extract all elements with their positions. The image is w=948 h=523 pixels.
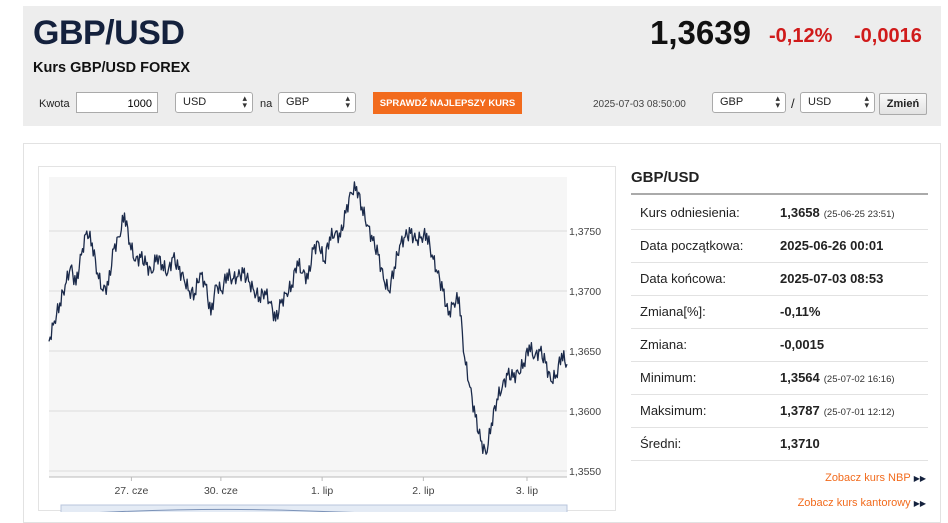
y-tick-label: 1,3750 xyxy=(569,226,601,238)
stats-row: Średni: 1,3710 xyxy=(631,427,928,461)
amount-label: Kwota xyxy=(39,98,70,110)
stats-value: -0,0015 xyxy=(780,337,825,352)
chart-panel: 1,3750 1,3700 1,3650 1,3600 1,3550 27. cze 30.… xyxy=(23,143,941,523)
exchange-rate-link[interactable]: Zobacz kurs kantorowy ▶▶ xyxy=(798,497,926,509)
x-tick-label: 2. lip xyxy=(412,485,434,497)
stats-key: Data końcowa: xyxy=(631,262,780,296)
stats-value-cell: 1,3658 (25-06-25 23:51) xyxy=(780,196,928,230)
best-rate-button[interactable]: SPRAWDŹ NAJLEPSZY KURS xyxy=(373,92,522,114)
nbp-rate-link[interactable]: Zobacz kurs NBP ▶▶ xyxy=(825,472,926,484)
exchange-rate-link-label: Zobacz kurs kantorowy xyxy=(797,497,911,509)
stats-value-cell: -0,11% xyxy=(780,295,928,329)
stats-value: 2025-07-03 08:53 xyxy=(780,271,884,286)
stats-row: Maksimum: 1,3787 (25-07-01 12:12) xyxy=(631,394,928,428)
converter-row: Kwota USD ▴▾ na GBP ▴▾ SPRAWDŹ NAJLEPSZY… xyxy=(23,92,941,116)
pair-title: GBP/USD xyxy=(33,14,185,52)
price-chart[interactable]: 1,3750 1,3700 1,3650 1,3600 1,3550 27. cze 30.… xyxy=(38,166,616,512)
stats-value: 1,3658 xyxy=(780,204,820,220)
pair-base-value: GBP xyxy=(720,96,744,108)
double-arrow-right-icon: ▶▶ xyxy=(913,499,926,508)
pair-subtitle: Kurs GBP/USD FOREX xyxy=(33,60,191,76)
stats-table: Kurs odniesienia: 1,3658 (25-06-25 23:51) D… xyxy=(631,196,928,461)
stats-row: Zmiana[%]: -0,11% xyxy=(631,295,928,329)
to-label: na xyxy=(260,98,273,110)
range-navigator xyxy=(60,504,568,512)
stats-row: Data końcowa: 2025-07-03 08:53 xyxy=(631,262,928,296)
stats-value: 2025-06-26 00:01 xyxy=(780,238,884,253)
stats-key: Kurs odniesienia: xyxy=(631,196,780,230)
from-currency-value: USD xyxy=(183,96,207,108)
x-tick-label: 3. lip xyxy=(516,485,538,497)
y-tick-label: 1,3550 xyxy=(569,466,601,478)
quote-timestamp: 2025-07-03 08:50:00 xyxy=(593,99,686,110)
stats-value-cell: 2025-07-03 08:53 xyxy=(780,262,928,296)
stats-key: Minimum: xyxy=(631,361,780,395)
nbp-rate-link-label: Zobacz kurs NBP xyxy=(825,472,911,484)
pair-base-select[interactable]: GBP ▴ ▾ xyxy=(712,92,786,113)
stats-row: Minimum: 1,3564 (25-07-02 16:16) xyxy=(631,361,928,395)
current-price: 1,3639 xyxy=(650,14,751,51)
stats-value-cell: -0,0015 xyxy=(780,328,928,362)
stats-value-cell: 1,3710 xyxy=(780,427,928,461)
stats-value: 1,3564 xyxy=(780,370,820,385)
stats-value: 1,3710 xyxy=(780,436,820,451)
stats-key: Zmiana: xyxy=(631,328,780,362)
change-percent: -0,12% xyxy=(769,25,833,47)
stats-key: Data początkowa: xyxy=(631,229,780,263)
updown-arrows-icon: ▴ ▾ xyxy=(775,93,780,110)
stats-note: (25-07-01 12:12) xyxy=(823,407,895,418)
x-tick-label: 27. cze xyxy=(114,485,148,497)
change-absolute: -0,0016 xyxy=(854,25,922,47)
stats-note: (25-07-02 16:16) xyxy=(823,374,895,385)
double-arrow-right-icon: ▶▶ xyxy=(913,474,926,483)
to-currency-select[interactable]: GBP ▴ ▾ xyxy=(278,92,356,113)
updown-arrows-icon: ▴ ▾ xyxy=(864,93,869,110)
x-tick-label: 30. cze xyxy=(204,485,238,497)
stats-value: -0,11% xyxy=(780,304,821,319)
stats-divider xyxy=(631,193,928,195)
updown-arrows-icon: ▴ ▾ xyxy=(345,93,350,110)
change-pair-button[interactable]: Zmień xyxy=(879,93,927,115)
price-line xyxy=(48,181,568,455)
stats-key: Zmiana[%]: xyxy=(631,295,780,329)
stats-title: GBP/USD xyxy=(631,169,700,186)
stats-value-cell: 1,3787 (25-07-01 12:12) xyxy=(780,394,928,428)
price-chart-svg: 1,3750 1,3700 1,3650 1,3600 1,3550 27. cze 30.… xyxy=(48,177,601,512)
stats-row: Zmiana: -0,0015 xyxy=(631,328,928,362)
x-tick-label: 1. lip xyxy=(311,485,333,497)
stats-row: Data początkowa: 2025-06-26 00:01 xyxy=(631,229,928,263)
y-tick-label: 1,3700 xyxy=(569,286,601,298)
stats-note: (25-06-25 23:51) xyxy=(823,208,895,220)
stats-key: Średni: xyxy=(631,427,780,461)
y-tick-label: 1,3650 xyxy=(569,346,601,358)
to-currency-value: GBP xyxy=(286,96,310,108)
stats-value: 1,3787 xyxy=(780,403,820,418)
stats-key: Maksimum: xyxy=(631,394,780,428)
stats-value-cell: 2025-06-26 00:01 xyxy=(780,229,928,263)
stats-row: Kurs odniesienia: 1,3658 (25-06-25 23:51) xyxy=(631,196,928,230)
pair-quote-select[interactable]: USD ▴ ▾ xyxy=(800,92,875,113)
pair-separator: / xyxy=(791,96,795,111)
quote-header: GBP/USD Kurs GBP/USD FOREX 1,3639 -0,12%… xyxy=(23,6,941,126)
pair-quote-value: USD xyxy=(808,96,832,108)
stats-value-cell: 1,3564 (25-07-02 16:16) xyxy=(780,361,928,395)
plot-area xyxy=(49,177,567,477)
from-currency-select[interactable]: USD ▴ ▾ xyxy=(175,92,253,113)
updown-arrows-icon: ▴ ▾ xyxy=(242,93,247,110)
y-tick-label: 1,3600 xyxy=(569,406,601,418)
amount-input[interactable] xyxy=(76,92,158,113)
